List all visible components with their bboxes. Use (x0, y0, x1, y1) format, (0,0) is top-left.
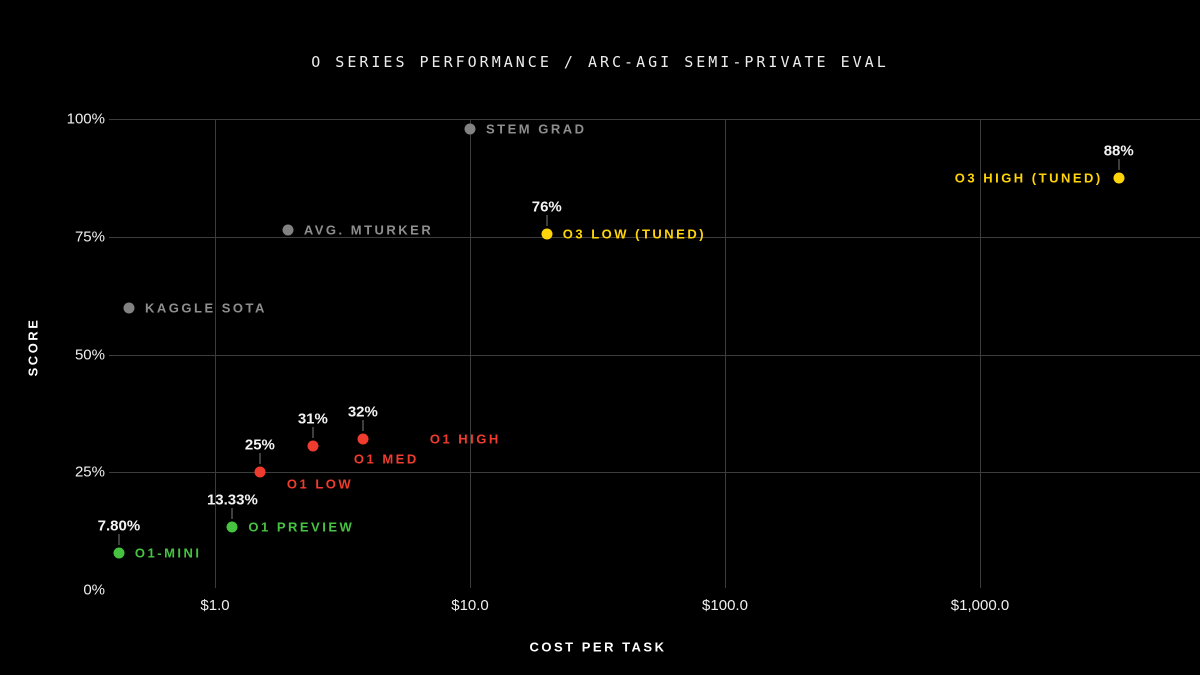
y-tick-label-50%: 50% (74, 346, 105, 364)
data-point-kaggle-sota (123, 302, 135, 314)
point-label-o1-low: O1 LOW (286, 476, 354, 492)
point-label-stem-grad: STEM GRAD (486, 121, 587, 137)
value-connector-o1-high (362, 420, 364, 432)
value-label-o1-med: 31% (297, 410, 328, 428)
chart-title: O SERIES PERFORMANCE / ARC-AGI SEMI-PRIV… (311, 53, 889, 71)
gridline-y-100% (109, 119, 1200, 121)
value-label-o3-high-tuned: 88% (1103, 142, 1134, 160)
y-axis-title: SCORE (25, 317, 41, 377)
gridline-y-25% (109, 472, 1200, 474)
point-label-avg-mturker: AVG. MTURKER (303, 222, 434, 238)
y-tick-label-25%: 25% (74, 463, 105, 481)
value-label-o1-mini: 7.80% (97, 517, 141, 535)
point-label-kaggle-sota: KAGGLE SOTA (145, 300, 267, 316)
gridline-x-$10.0 (470, 119, 471, 588)
y-tick-label-0%: 0% (83, 581, 105, 599)
data-point-stem-grad (464, 123, 476, 135)
value-connector-o1-mini (118, 534, 120, 546)
gridline-y-50% (109, 354, 1200, 356)
data-point-o1-mini (113, 547, 125, 559)
x-axis-title: COST PER TASK (529, 639, 667, 655)
point-label-o1-med: O1 MED (353, 451, 419, 467)
point-label-o3-high-tuned: O3 HIGH (TUNED) (954, 170, 1103, 186)
y-tick-label-75%: 75% (74, 228, 105, 246)
data-point-o1-preview (226, 521, 238, 533)
data-point-o1-low (254, 466, 266, 478)
gridline-y-75% (109, 236, 1200, 238)
point-label-o3-low-tuned: O3 LOW (TUNED) (562, 226, 707, 242)
x-tick-label-$1,000.0: $1,000.0 (950, 597, 1010, 614)
data-point-avg-mturker (282, 224, 294, 236)
point-label-o1-mini: O1-MINI (134, 545, 202, 561)
value-connector-o1-preview (231, 508, 233, 520)
value-connector-o3-high-tuned (1118, 159, 1120, 171)
gridline-x-$100.0 (725, 119, 726, 588)
data-point-o3-high-tuned (1113, 172, 1125, 184)
data-point-o3-low-tuned (541, 228, 553, 240)
value-connector-o1-low (259, 453, 261, 465)
gridline-x-$1,000.0 (980, 119, 981, 588)
x-tick-label-$1.0: $1.0 (200, 597, 230, 614)
value-connector-o3-low-tuned (546, 214, 548, 226)
value-label-o3-low-tuned: 76% (531, 198, 562, 216)
point-label-o1-preview: O1 PREVIEW (248, 519, 355, 535)
value-label-o1-high: 32% (347, 403, 378, 421)
data-point-o1-med (307, 440, 319, 452)
data-point-o1-high (357, 433, 369, 445)
point-label-o1-high: O1 HIGH (429, 431, 501, 447)
value-label-o1-low: 25% (244, 436, 275, 454)
gridline-x-$1.0 (215, 119, 216, 588)
y-tick-label-100%: 100% (66, 110, 105, 128)
value-connector-o1-med (312, 427, 314, 439)
x-tick-label-$10.0: $10.0 (451, 597, 489, 614)
value-label-o1-preview: 13.33% (206, 491, 258, 509)
x-tick-label-$100.0: $100.0 (702, 597, 748, 614)
